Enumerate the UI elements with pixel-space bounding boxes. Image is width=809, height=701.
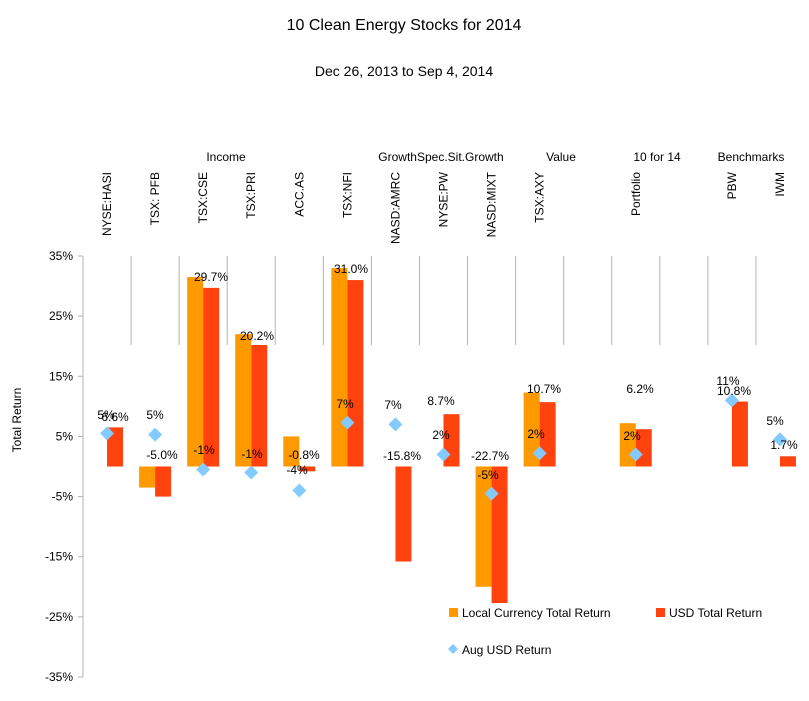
marker-aug-usd bbox=[628, 447, 643, 462]
bar-local-currency bbox=[523, 392, 540, 467]
bar-local-currency bbox=[235, 334, 252, 467]
bar-local-currency bbox=[331, 268, 348, 467]
legend-swatch-usd bbox=[656, 608, 665, 617]
data-label: -1% bbox=[241, 447, 263, 461]
bar-usd bbox=[251, 345, 268, 467]
legend-label: Aug USD Return bbox=[462, 643, 551, 657]
data-label: -1% bbox=[193, 443, 215, 457]
data-label: 2% bbox=[432, 428, 450, 442]
data-label: 20.2% bbox=[240, 329, 274, 343]
category-label: Portfolio bbox=[629, 172, 643, 216]
data-label: 5% bbox=[146, 408, 164, 422]
bar-local-currency bbox=[283, 436, 300, 467]
y-tick-label: -5% bbox=[52, 490, 74, 504]
data-label: 5% bbox=[97, 408, 115, 422]
bar-usd bbox=[731, 401, 748, 467]
marker-aug-usd bbox=[484, 486, 499, 501]
bar-usd bbox=[491, 466, 508, 604]
marker-aug-usd bbox=[436, 447, 451, 462]
y-axis-title: Total Return bbox=[10, 388, 24, 453]
marker-aug-usd bbox=[340, 415, 355, 430]
marker-aug-usd bbox=[244, 465, 259, 480]
chart-title: 10 Clean Energy Stocks for 2014 bbox=[287, 17, 522, 34]
category-label: ACC.AS bbox=[292, 172, 306, 217]
category-label: PBW bbox=[725, 171, 739, 199]
marker-aug-usd bbox=[772, 432, 787, 447]
group-header: Value bbox=[546, 150, 576, 164]
data-label: 10.8% bbox=[717, 384, 751, 398]
legend-swatch-aug bbox=[448, 644, 458, 654]
data-label: 2% bbox=[527, 427, 545, 441]
group-header: Benchmarks bbox=[718, 150, 785, 164]
marker-aug-usd bbox=[196, 462, 211, 477]
marker-aug-usd bbox=[148, 427, 163, 442]
category-label: IWM bbox=[773, 172, 787, 197]
chart-subtitle: Dec 26, 2013 to Sep 4, 2014 bbox=[315, 63, 493, 79]
category-label: TSX:NFI bbox=[340, 172, 354, 218]
bar-usd bbox=[107, 427, 124, 467]
marker-aug-usd bbox=[100, 426, 115, 441]
y-tick-label: 15% bbox=[49, 369, 73, 383]
data-label: 7% bbox=[336, 397, 354, 411]
bar-local-currency bbox=[475, 466, 492, 587]
data-label: -15.8% bbox=[383, 449, 421, 463]
category-label: NASD:AMRC bbox=[388, 172, 402, 244]
data-label: -4% bbox=[286, 463, 308, 477]
legend-label: USD Total Return bbox=[669, 606, 762, 620]
legend-label: Local Currency Total Return bbox=[462, 606, 611, 620]
category-label: NYSE:PW bbox=[437, 171, 451, 227]
bar-usd bbox=[203, 287, 220, 467]
data-label: 5% bbox=[766, 414, 784, 428]
data-label: -0.8% bbox=[288, 448, 320, 462]
data-label: -5% bbox=[477, 468, 499, 482]
group-header: GrowthSpec.Sit.Growth bbox=[378, 150, 503, 164]
bar-usd bbox=[299, 466, 316, 472]
category-label: TSX: PFB bbox=[148, 172, 162, 225]
marker-aug-usd bbox=[388, 417, 403, 432]
data-label: 11% bbox=[716, 374, 739, 388]
data-label: -22.7% bbox=[471, 449, 509, 463]
data-label: 31.0% bbox=[334, 262, 368, 276]
group-header: Income bbox=[206, 150, 246, 164]
marker-aug-usd bbox=[292, 483, 307, 498]
category-label: NASD:MIXT bbox=[485, 171, 499, 237]
category-label: TSX:CSE bbox=[196, 172, 210, 223]
y-tick-label: -15% bbox=[45, 550, 73, 564]
category-label: TSX:PRI bbox=[244, 172, 258, 219]
bar-local-currency bbox=[139, 466, 156, 488]
bar-usd bbox=[395, 466, 412, 562]
data-label: 2% bbox=[623, 429, 641, 443]
legend-swatch-local bbox=[449, 608, 458, 617]
category-label: TSX:AXY bbox=[533, 172, 547, 223]
y-tick-label: 35% bbox=[49, 249, 73, 263]
data-label: -5.0% bbox=[146, 448, 178, 462]
marker-aug-usd bbox=[532, 446, 547, 461]
data-label: 1.7% bbox=[770, 438, 798, 452]
data-label: 8.7% bbox=[427, 394, 455, 408]
bar-usd bbox=[155, 466, 172, 497]
bar-local-currency bbox=[187, 277, 204, 467]
y-tick-label: 25% bbox=[49, 309, 73, 323]
bar-usd bbox=[779, 456, 796, 467]
y-tick-label: 5% bbox=[56, 429, 74, 443]
y-tick-label: -25% bbox=[45, 610, 73, 624]
marker-aug-usd bbox=[724, 393, 739, 408]
group-header: 10 for 14 bbox=[633, 150, 681, 164]
data-label: 7% bbox=[384, 398, 402, 412]
y-tick-label: -35% bbox=[45, 670, 73, 684]
data-label: 10.7% bbox=[527, 382, 561, 396]
data-label: 6.2% bbox=[626, 382, 654, 396]
data-label: 6.6% bbox=[101, 410, 129, 424]
category-label: NYSE:HASI bbox=[100, 172, 114, 236]
data-label: 29.7% bbox=[194, 270, 228, 284]
bar-usd bbox=[347, 280, 364, 467]
